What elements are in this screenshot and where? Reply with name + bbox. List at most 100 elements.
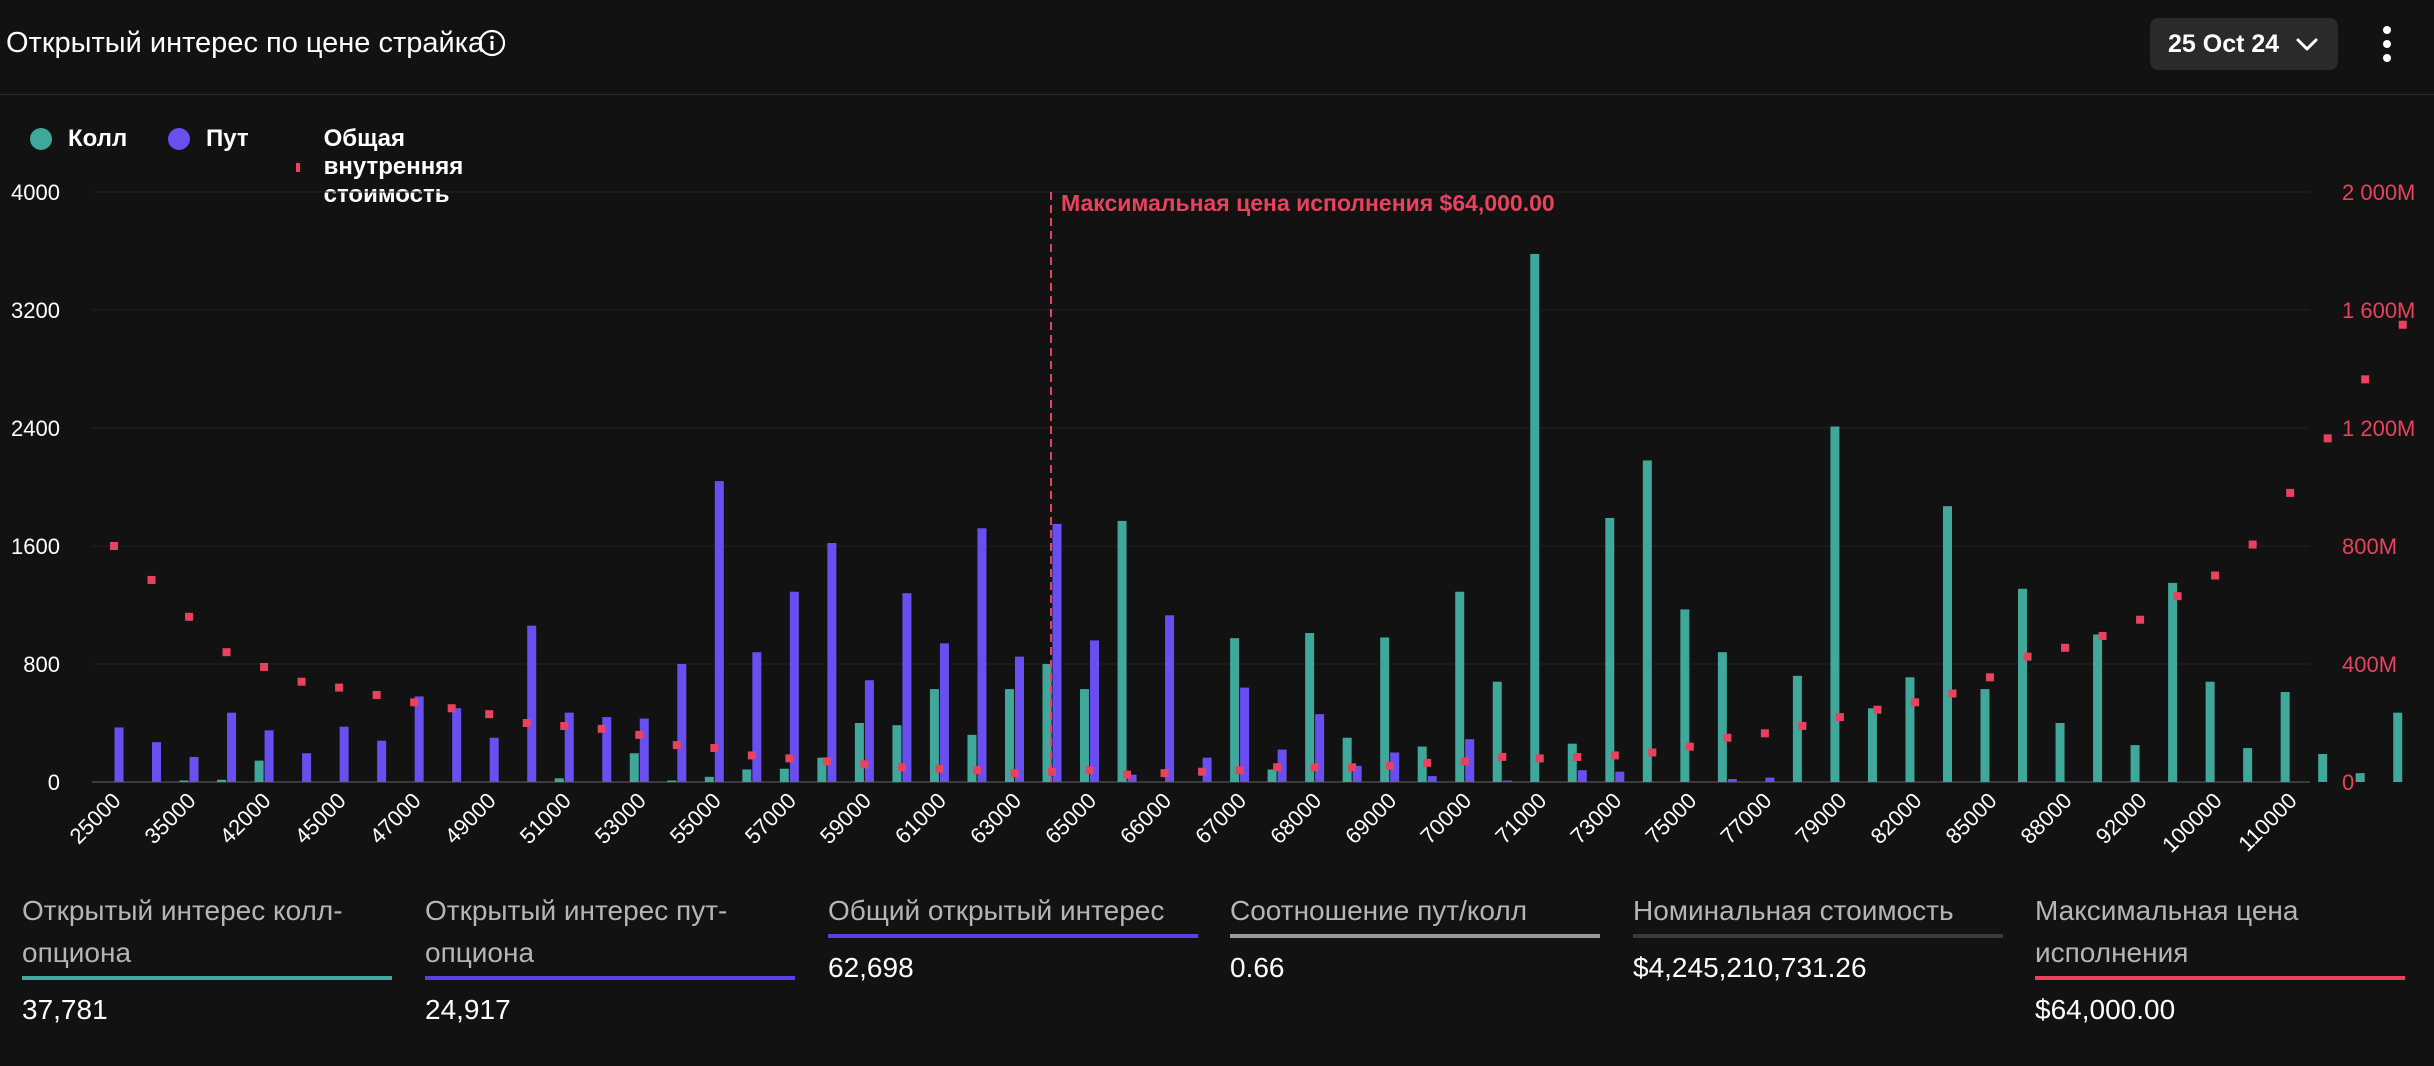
put-bar [1727,779,1737,782]
put-bar [1277,749,1287,782]
intrinsic-point [1535,754,1544,763]
intrinsic-point [560,721,569,730]
legend-item-call[interactable]: Колл [30,125,127,153]
call-bar [254,760,264,782]
call-bar [1455,591,1465,782]
call-bar [2280,692,2290,782]
stat-card: Максимальная цена исполнения $64,000.00 [2035,890,2405,1026]
more-options-icon[interactable] [2375,20,2399,68]
call-bar [2130,745,2140,782]
legend-item-intrinsic[interactable]: Общая внутренняя стоимость [296,125,469,209]
expiry-date-label: 25 Oct 24 [2168,30,2280,58]
x-tick-label: 47000 [365,788,426,849]
intrinsic-point [185,612,194,621]
intrinsic-point [485,710,494,719]
intrinsic-point [1235,766,1244,775]
put-bar [564,712,574,782]
intrinsic-point [672,741,681,750]
put-bar [1014,656,1024,782]
put-bar [977,528,987,782]
x-tick-label: 67000 [1190,788,1251,849]
x-tick-label: 55000 [665,788,726,849]
intrinsic-point [2098,631,2107,640]
intrinsic-point [2173,592,2182,601]
intrinsic-point [410,698,419,707]
put-bar [902,593,912,782]
x-tick-label: 51000 [515,788,576,849]
intrinsic-point [1423,758,1432,767]
x-tick-label: 75000 [1640,788,1701,849]
put-bar [1202,757,1212,782]
intrinsic-point [1460,757,1469,766]
put-bar [1315,714,1325,782]
x-tick-label: 63000 [965,788,1026,849]
intrinsic-point [2023,652,2032,661]
put-dot-icon [168,128,190,150]
y-right-tick-label: 0 [2342,770,2354,795]
x-tick-label: 82000 [1866,788,1927,849]
call-bar [742,769,752,782]
call-bar [1717,652,1727,782]
call-bar [854,723,864,782]
intrinsic-point [1648,748,1657,757]
call-bar [1792,675,1802,782]
stat-label: Максимальная цена исполнения [2035,895,2299,968]
put-bar [827,543,837,782]
put-bar [489,737,499,782]
put-bar [1165,615,1175,782]
stat-value: 0.66 [1230,952,1285,983]
stat-label: Номинальная стоимость [1633,895,1954,926]
expiry-date-dropdown[interactable]: 25 Oct 24 [2150,18,2338,70]
intrinsic-point [1048,767,1056,776]
call-bar [2355,773,2365,782]
call-bar [2205,681,2215,782]
info-icon[interactable] [478,29,506,57]
put-bar [677,664,687,782]
x-tick-label: 73000 [1565,788,1626,849]
intrinsic-point [1198,767,1207,776]
intrinsic-point [935,764,944,773]
intrinsic-point [860,760,869,769]
legend-item-put[interactable]: Пут [168,125,249,153]
call-bar [1305,633,1315,782]
intrinsic-point [822,757,831,766]
summary-stats: Открытый интерес колл-опциона 37,781 Откры… [0,890,2434,1066]
y-right-tick-label: 2 000M [2342,180,2415,205]
x-tick-label: 92000 [2091,788,2152,849]
x-tick-label: 69000 [1340,788,1401,849]
header: Открытый интерес по цене страйка 25 Oct … [0,0,2434,95]
put-bar [752,652,762,782]
call-bar [1942,506,1952,782]
stat-underline [1230,934,1600,938]
put-bar [114,727,124,782]
intrinsic-point [747,751,756,760]
put-bar [527,625,537,782]
stat-value: 37,781 [22,994,108,1025]
call-bar [929,689,939,782]
legend-put-label: Пут [206,125,249,152]
stat-card: Номинальная стоимость $4,245,210,731.26 [1633,890,2003,984]
intrinsic-point [597,724,606,733]
intrinsic-point [1610,751,1619,760]
x-tick-label: 25000 [65,788,126,849]
max-pain-annotation: Максимальная цена исполнения $64,000.00 [1061,190,1555,216]
stat-underline [828,934,1198,938]
x-tick-label: 35000 [140,788,201,849]
call-bar [967,734,977,782]
intrinsic-point [522,719,531,727]
stat-underline [1633,934,2003,938]
intrinsic-point [1273,763,1282,772]
y-right-tick-label: 400M [2342,652,2397,677]
legend-call-label: Колл [68,125,128,152]
legend-intrinsic-label: Общая внутренняя стоимость [323,125,464,208]
stat-card: Общий открытый интерес 62,698 [828,890,1198,984]
put-bar [1352,765,1362,782]
call-bar [629,753,639,782]
x-tick-label: 70000 [1415,788,1476,849]
call-bar [179,780,189,782]
put-bar [377,740,387,782]
x-tick-label: 57000 [740,788,801,849]
call-bar [1004,689,1014,782]
x-tick-label: 53000 [590,788,651,849]
call-bar [2093,634,2103,782]
